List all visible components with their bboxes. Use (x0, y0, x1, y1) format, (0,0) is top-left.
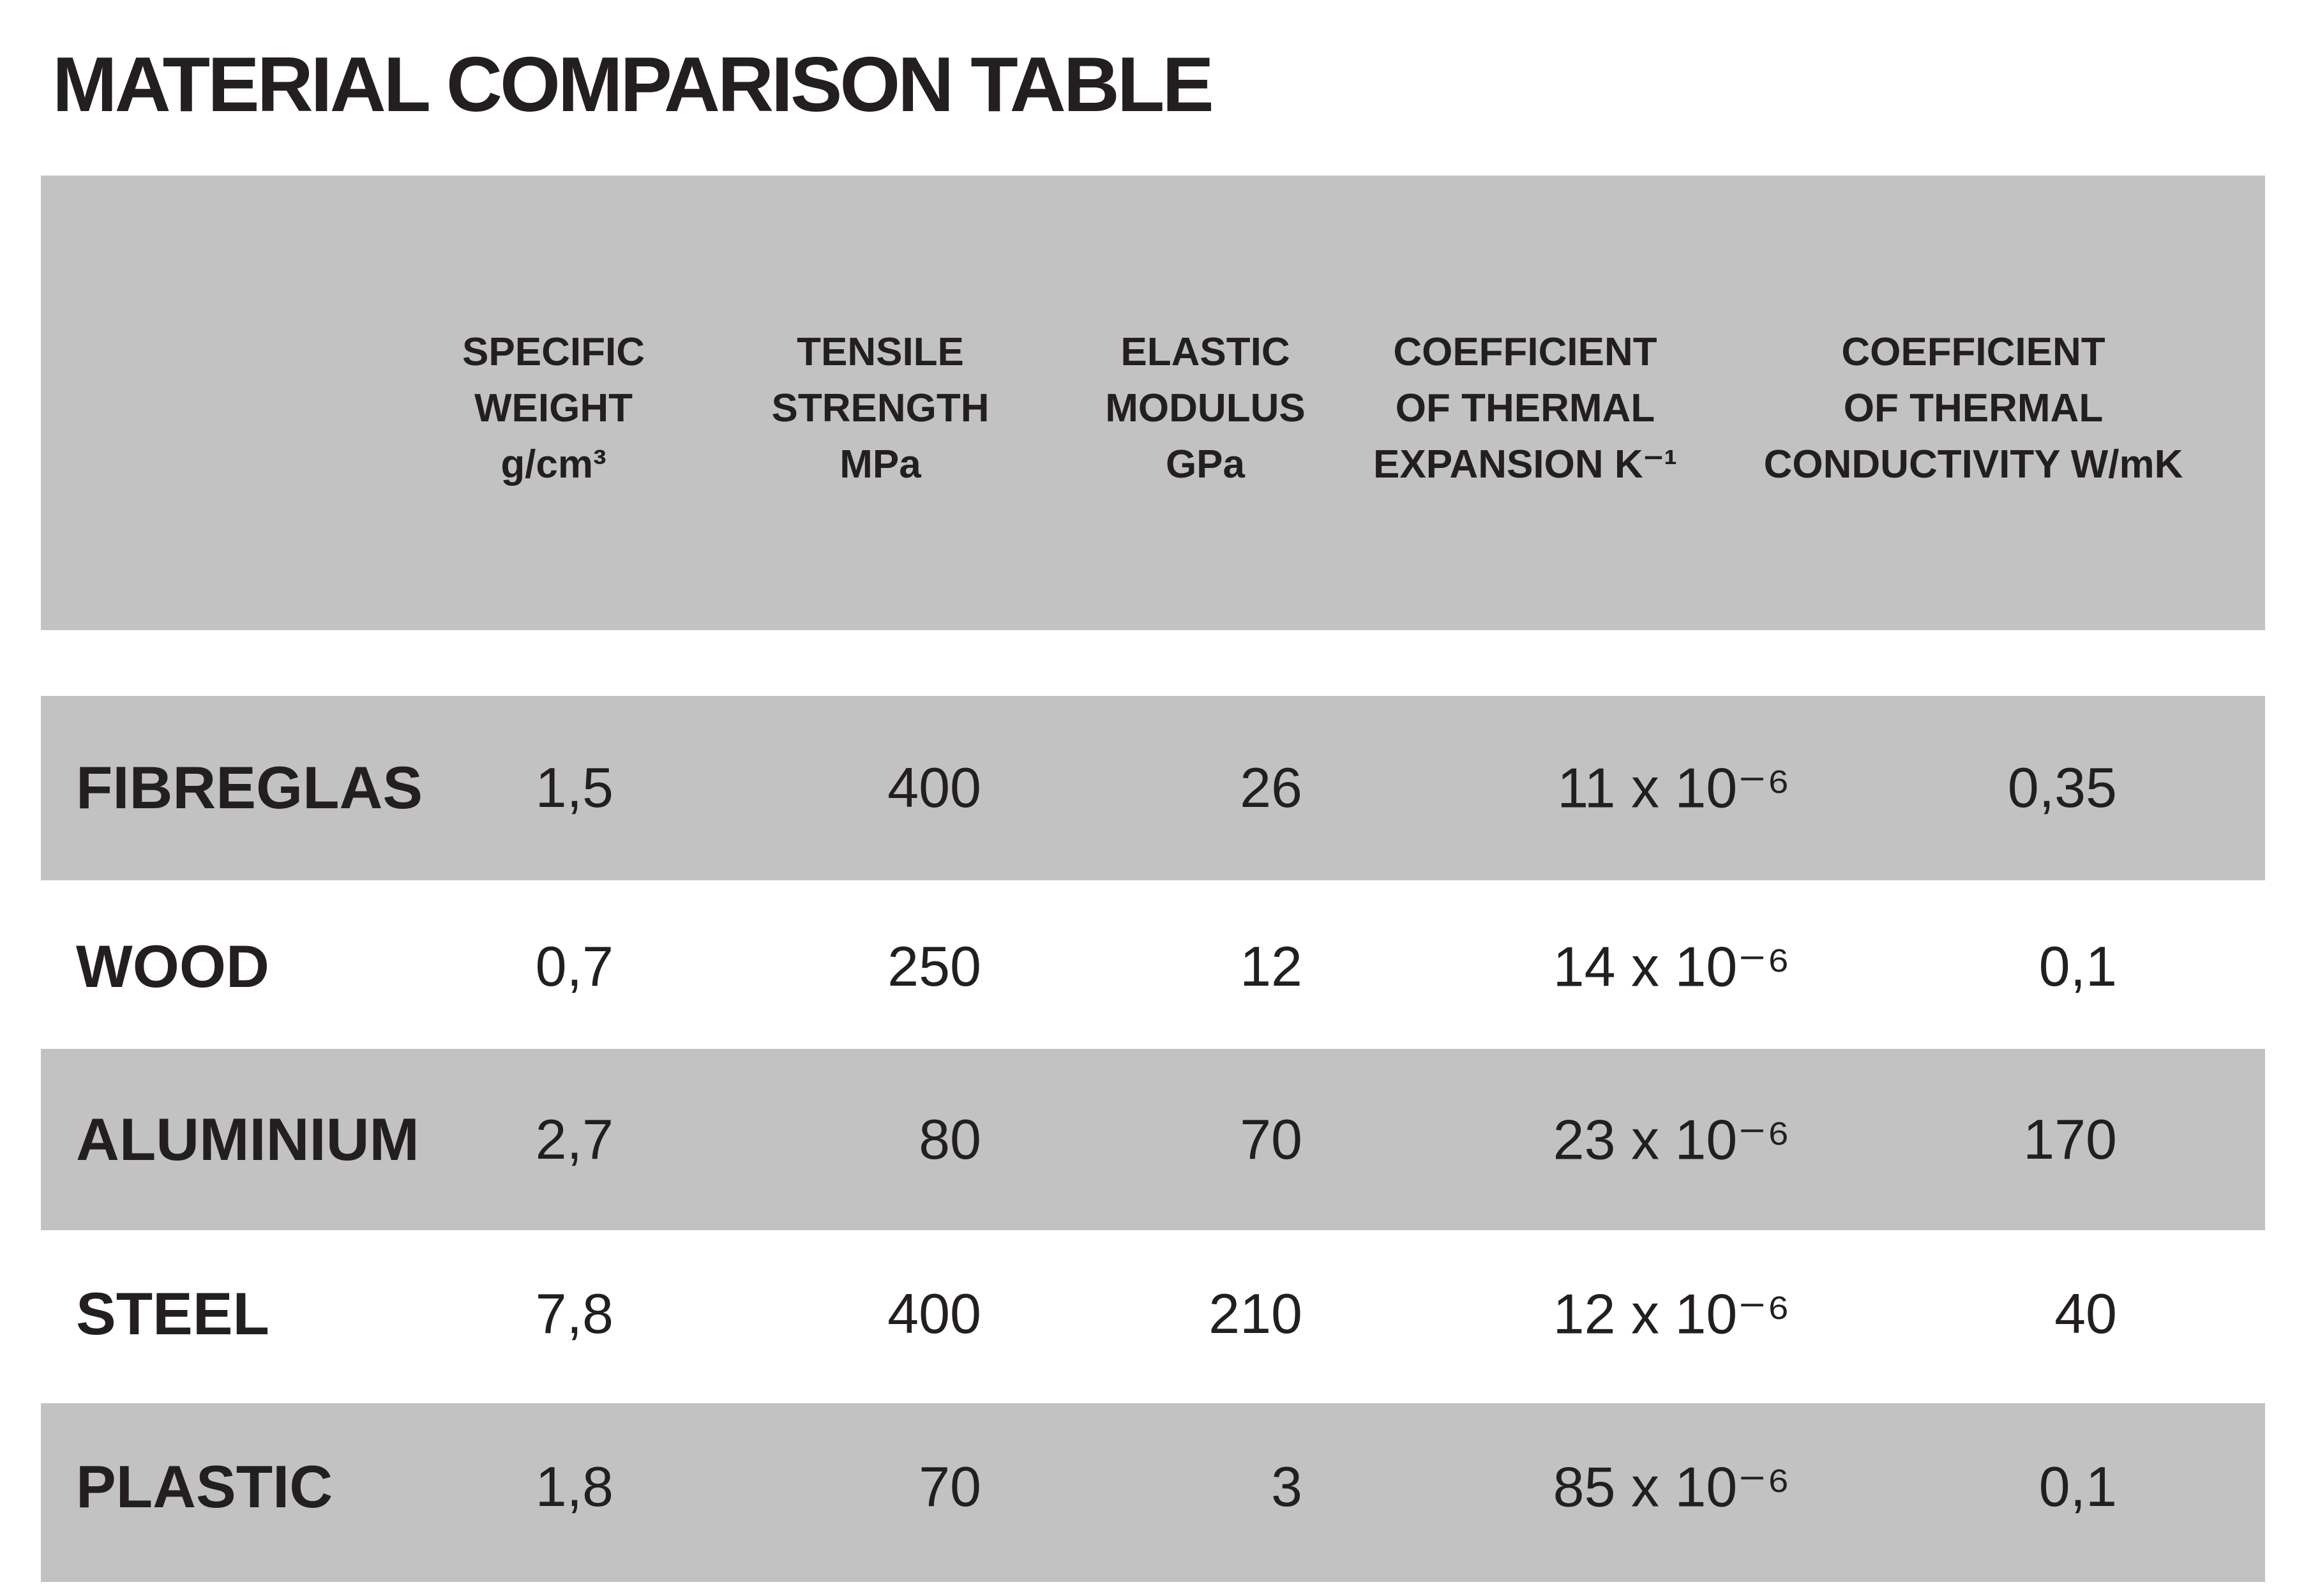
column-header: ELASTIC MODULUS GPa (1105, 324, 1305, 493)
header-line: g/cm³ (501, 442, 606, 486)
row-band (41, 1049, 2265, 1230)
header-line: COEFFICIENT (1393, 330, 1657, 374)
header-line: STRENGTH (771, 386, 990, 430)
cell-value: 23 x 10⁻⁶ (1553, 1108, 1790, 1171)
cell-value: 3 (1271, 1455, 1302, 1518)
cell-value: 85 x 10⁻⁶ (1553, 1455, 1790, 1519)
column-header: COEFFICIENT OF THERMAL CONDUCTIVITY W/mK (1764, 324, 2183, 493)
header-line: WEIGHT (474, 386, 633, 430)
cell-value: 12 (1240, 935, 1302, 998)
row-label: STEEL (76, 1280, 269, 1347)
cell-value: 400 (887, 1282, 981, 1345)
header-line: TENSILE (797, 330, 964, 374)
column-header: SPECIFIC WEIGHT g/cm³ (462, 324, 645, 493)
row-label: FIBREGLAS (76, 754, 423, 821)
row-label: PLASTIC (76, 1453, 333, 1520)
cell-value: 0,1 (2038, 1455, 2117, 1518)
cell-value: 14 x 10⁻⁶ (1553, 935, 1790, 998)
row-label: ALUMINIUM (76, 1106, 419, 1173)
header-line: OF THERMAL (1395, 386, 1655, 430)
cell-value: 250 (887, 935, 981, 998)
cell-value: 70 (1240, 1108, 1302, 1171)
header-line: CONDUCTIVITY W/mK (1763, 442, 2183, 486)
cell-value: 0,1 (2038, 935, 2117, 998)
cell-value: 1,5 (535, 756, 614, 819)
header-line: MODULUS (1105, 386, 1306, 430)
header-line: OF THERMAL (1843, 386, 2104, 430)
header-line: MPa (840, 442, 921, 486)
header-line: ELASTIC (1120, 330, 1290, 374)
column-header: TENSILE STRENGTH MPa (772, 324, 990, 493)
cell-value: 26 (1240, 756, 1302, 819)
cell-value: 0,7 (535, 935, 614, 998)
cell-value: 2,7 (535, 1108, 614, 1171)
cell-value: 12 x 10⁻⁶ (1553, 1282, 1790, 1346)
header-line: EXPANSION K⁻¹ (1373, 442, 1677, 486)
header-band (41, 176, 2265, 630)
cell-value: 40 (2054, 1282, 2117, 1345)
cell-value: 70 (919, 1455, 981, 1518)
header-line: COEFFICIENT (1841, 330, 2105, 374)
cell-value: 7,8 (535, 1282, 614, 1345)
cell-value: 400 (887, 756, 981, 819)
cell-value: 0,35 (2007, 756, 2117, 819)
row-band (41, 1403, 2265, 1582)
title: MATERIAL COMPARISON TABLE (52, 41, 1214, 128)
header-line: GPa (1165, 442, 1246, 486)
row-band (41, 696, 2265, 880)
header-line: SPECIFIC (462, 330, 645, 374)
row-label: WOOD (76, 933, 269, 1000)
cell-value: 80 (919, 1108, 981, 1171)
cell-value: 170 (2023, 1108, 2117, 1171)
column-header: COEFFICIENT OF THERMAL EXPANSION K⁻¹ (1373, 324, 1677, 493)
cell-value: 11 x 10⁻⁶ (1557, 756, 1790, 820)
cell-value: 210 (1209, 1282, 1302, 1345)
cell-value: 1,8 (535, 1455, 614, 1518)
